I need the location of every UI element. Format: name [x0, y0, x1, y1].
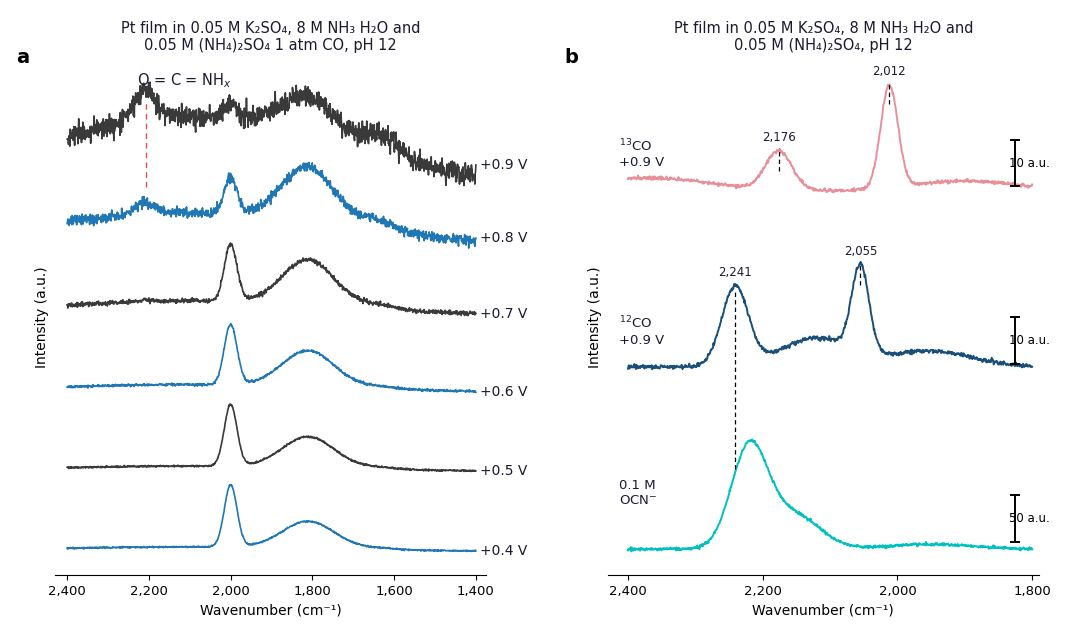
- X-axis label: Wavenumber (cm⁻¹): Wavenumber (cm⁻¹): [753, 603, 895, 617]
- Text: a: a: [16, 48, 29, 67]
- Text: 0.1 M
OCN$^{-}$: 0.1 M OCN$^{-}$: [619, 479, 657, 507]
- Text: 2,055: 2,055: [844, 245, 877, 258]
- Text: +0.9 V: +0.9 V: [480, 158, 527, 172]
- Text: 2,241: 2,241: [719, 267, 752, 279]
- Text: +0.6 V: +0.6 V: [480, 385, 527, 399]
- Text: b: b: [565, 48, 579, 67]
- Text: 10 a.u.: 10 a.u.: [1008, 334, 1049, 347]
- Text: +0.4 V: +0.4 V: [480, 544, 527, 558]
- Text: 2,012: 2,012: [872, 64, 906, 78]
- Title: Pt film in 0.05 M K₂SO₄, 8 M NH₃ H₂O and
0.05 M (NH₄)₂SO₄, pH 12: Pt film in 0.05 M K₂SO₄, 8 M NH₃ H₂O and…: [673, 21, 973, 53]
- Text: $^{13}$CO
+0.9 V: $^{13}$CO +0.9 V: [619, 137, 665, 169]
- Text: +0.7 V: +0.7 V: [480, 306, 527, 320]
- Text: 50 a.u.: 50 a.u.: [1008, 512, 1049, 525]
- Title: Pt film in 0.05 M K₂SO₄, 8 M NH₃ H₂O and
0.05 M (NH₄)₂SO₄ 1 atm CO, pH 12: Pt film in 0.05 M K₂SO₄, 8 M NH₃ H₂O and…: [120, 21, 420, 53]
- Text: +0.5 V: +0.5 V: [480, 464, 527, 478]
- Text: 10 a.u.: 10 a.u.: [1008, 156, 1049, 170]
- Text: O = C = NH$_x$: O = C = NH$_x$: [136, 71, 231, 90]
- Text: 2,176: 2,176: [761, 131, 796, 144]
- Y-axis label: Intensity (a.u.): Intensity (a.u.): [589, 266, 603, 367]
- Y-axis label: Intensity (a.u.): Intensity (a.u.): [35, 266, 49, 367]
- Text: +0.8 V: +0.8 V: [480, 231, 527, 245]
- Text: $^{12}$CO
+0.9 V: $^{12}$CO +0.9 V: [619, 315, 665, 346]
- X-axis label: Wavenumber (cm⁻¹): Wavenumber (cm⁻¹): [200, 603, 342, 617]
